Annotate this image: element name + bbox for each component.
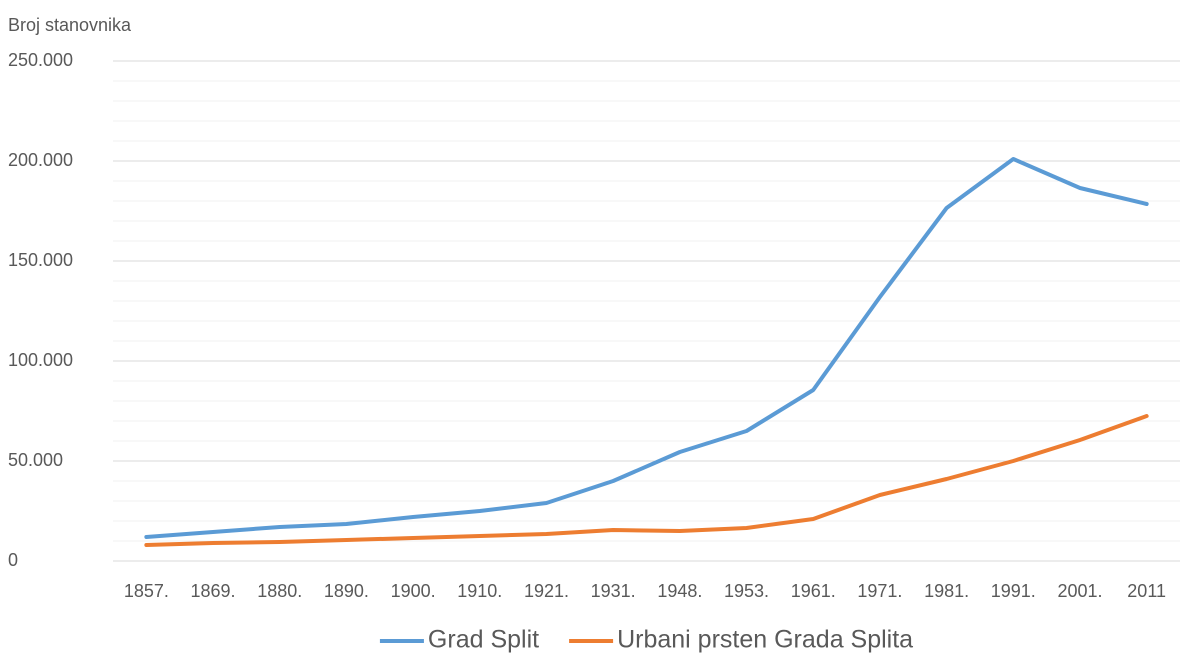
x-tick-label: 1981.: [924, 581, 969, 601]
x-tick-label: 1931.: [591, 581, 636, 601]
legend-label: Grad Split: [428, 626, 539, 654]
x-tick-label: 1890.: [324, 581, 369, 601]
line-series: [144, 157, 1149, 539]
x-tick-label: 1953.: [724, 581, 769, 601]
y-tick-label: 150.000: [8, 250, 73, 270]
x-tick-label: 1971.: [857, 581, 902, 601]
x-tick-label: 1880.: [257, 581, 302, 601]
legend-label: Urbani prsten Grada Splita: [617, 626, 913, 654]
line-series: [144, 414, 1149, 547]
x-tick-label: 2001.: [1057, 581, 1102, 601]
y-tick-label: 200.000: [8, 150, 73, 170]
y-axis-label: Broj stanovnika: [8, 15, 132, 35]
x-tick-label: 1869.: [191, 581, 236, 601]
x-tick-label: 1961.: [791, 581, 836, 601]
y-tick-label: 0: [8, 550, 18, 570]
y-tick-label: 100.000: [8, 350, 73, 370]
x-tick-label: 1948.: [657, 581, 702, 601]
x-tick-label: 1991.: [991, 581, 1036, 601]
x-tick-label: 2011: [1127, 581, 1166, 601]
x-tick-label: 1910.: [457, 581, 502, 601]
y-tick-label: 50.000: [8, 450, 63, 470]
x-tick-label: 1921.: [524, 581, 569, 601]
x-tick-label: 1857.: [124, 581, 169, 601]
x-tick-label: 1900.: [391, 581, 436, 601]
y-tick-label: 250.000: [8, 50, 73, 70]
